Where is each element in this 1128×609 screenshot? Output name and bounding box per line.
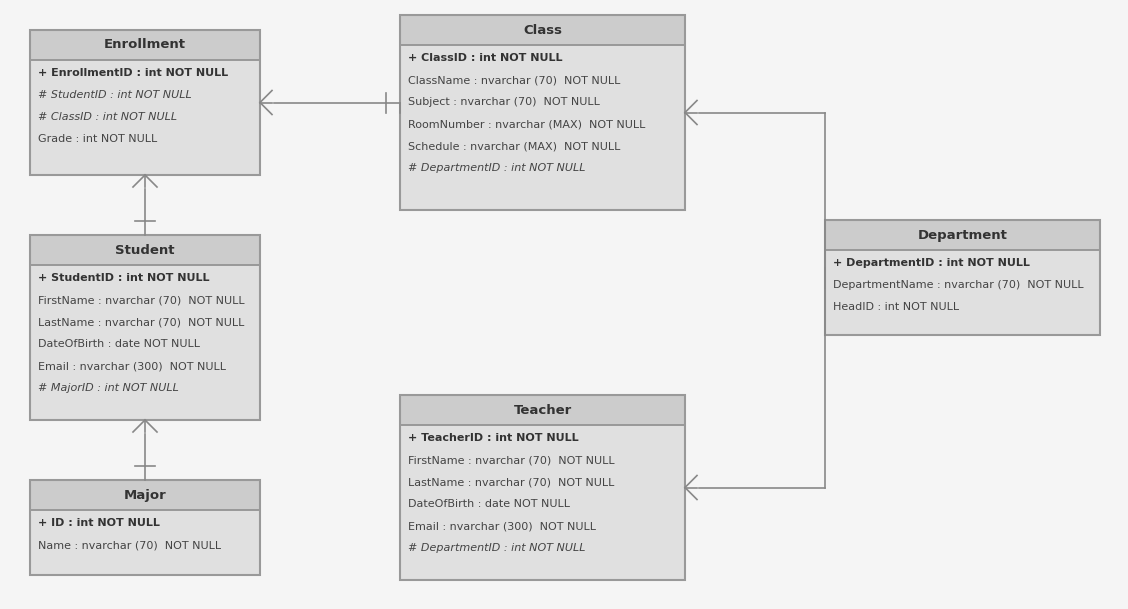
Text: Name : nvarchar (70)  NOT NULL: Name : nvarchar (70) NOT NULL [38,540,221,550]
Text: + DepartmentID : int NOT NULL: + DepartmentID : int NOT NULL [832,258,1030,268]
Text: + EnrollmentID : int NOT NULL: + EnrollmentID : int NOT NULL [38,68,228,78]
Bar [30,480,259,575]
Bar [400,395,685,580]
Text: # StudentID : int NOT NULL: # StudentID : int NOT NULL [38,90,192,100]
Bar [825,220,1100,250]
Text: DateOfBirth : date NOT NULL: DateOfBirth : date NOT NULL [408,499,570,509]
Text: LastName : nvarchar (70)  NOT NULL: LastName : nvarchar (70) NOT NULL [38,317,245,327]
Text: ClassName : nvarchar (70)  NOT NULL: ClassName : nvarchar (70) NOT NULL [408,75,620,85]
Text: RoomNumber : nvarchar (MAX)  NOT NULL: RoomNumber : nvarchar (MAX) NOT NULL [408,119,645,129]
Text: Grade : int NOT NULL: Grade : int NOT NULL [38,134,157,144]
Bar [30,60,259,175]
Bar [30,480,259,510]
Text: # MajorID : int NOT NULL: # MajorID : int NOT NULL [38,383,179,393]
Text: + StudentID : int NOT NULL: + StudentID : int NOT NULL [38,273,210,283]
Text: Enrollment: Enrollment [104,38,186,52]
Text: # ClassID : int NOT NULL: # ClassID : int NOT NULL [38,112,177,122]
Text: DateOfBirth : date NOT NULL: DateOfBirth : date NOT NULL [38,339,200,349]
Text: # DepartmentID : int NOT NULL: # DepartmentID : int NOT NULL [408,163,585,173]
Text: Major: Major [124,488,166,501]
Text: HeadID : int NOT NULL: HeadID : int NOT NULL [832,302,959,312]
Bar [30,235,259,420]
Bar [30,235,259,265]
Text: # DepartmentID : int NOT NULL: # DepartmentID : int NOT NULL [408,543,585,553]
Bar [30,510,259,575]
Bar [30,30,259,60]
Bar [400,15,685,45]
Bar [30,265,259,420]
Text: Teacher: Teacher [513,404,572,417]
Text: Schedule : nvarchar (MAX)  NOT NULL: Schedule : nvarchar (MAX) NOT NULL [408,141,620,151]
Text: LastName : nvarchar (70)  NOT NULL: LastName : nvarchar (70) NOT NULL [408,477,615,487]
Bar [400,45,685,210]
Text: FirstName : nvarchar (70)  NOT NULL: FirstName : nvarchar (70) NOT NULL [408,455,615,465]
Bar [30,30,259,175]
Text: Email : nvarchar (300)  NOT NULL: Email : nvarchar (300) NOT NULL [408,521,596,531]
Text: FirstName : nvarchar (70)  NOT NULL: FirstName : nvarchar (70) NOT NULL [38,295,245,305]
Text: Class: Class [523,24,562,37]
Bar [400,425,685,580]
Text: Department: Department [917,228,1007,242]
Text: Subject : nvarchar (70)  NOT NULL: Subject : nvarchar (70) NOT NULL [408,97,600,107]
Bar [400,15,685,210]
Bar [825,220,1100,335]
Text: Email : nvarchar (300)  NOT NULL: Email : nvarchar (300) NOT NULL [38,361,226,371]
Text: + ClassID : int NOT NULL: + ClassID : int NOT NULL [408,53,563,63]
Text: DepartmentName : nvarchar (70)  NOT NULL: DepartmentName : nvarchar (70) NOT NULL [832,280,1084,290]
Text: Student: Student [115,244,175,256]
Bar [400,395,685,425]
Bar [825,250,1100,335]
Text: + TeacherID : int NOT NULL: + TeacherID : int NOT NULL [408,433,579,443]
Text: + ID : int NOT NULL: + ID : int NOT NULL [38,518,160,528]
